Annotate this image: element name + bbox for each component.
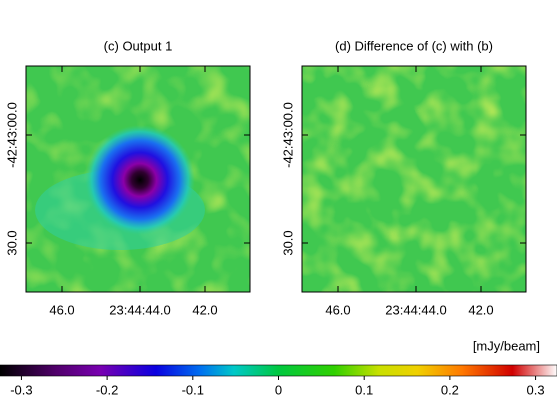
x-tick-label: 42.0 xyxy=(468,302,493,317)
panel-image xyxy=(25,65,251,293)
colorbar-tick-label: 0.2 xyxy=(441,382,459,397)
x-tick-label: 23:44:44.0 xyxy=(109,302,170,317)
colorbar-tick-label: 0.3 xyxy=(527,382,545,397)
x-tick-label: 46.0 xyxy=(325,302,350,317)
colorbar xyxy=(0,364,557,377)
colorbar-tick-label: -0.2 xyxy=(96,382,118,397)
colorbar-tick-label: -0.3 xyxy=(10,382,32,397)
y-tick-label: 30.0 xyxy=(4,230,19,255)
x-tick-label: 46.0 xyxy=(49,302,74,317)
panel-title: (c) Output 1 xyxy=(104,38,173,53)
colorbar-label: [mJy/beam] xyxy=(473,338,540,353)
colorbar-tick-label: -0.1 xyxy=(182,382,204,397)
x-tick-label: 42.0 xyxy=(192,302,217,317)
panel-image xyxy=(301,65,527,293)
y-tick-label: -42:43:00.0 xyxy=(4,102,19,168)
colorbar-tick-label: 0 xyxy=(275,382,282,397)
panel-title: (d) Difference of (c) with (b) xyxy=(335,38,493,53)
x-tick-label: 23:44:44.0 xyxy=(385,302,446,317)
y-tick-label: 30.0 xyxy=(280,230,295,255)
y-tick-label: -42:43:00.0 xyxy=(280,102,295,168)
colorbar-tick-label: 0.1 xyxy=(355,382,373,397)
